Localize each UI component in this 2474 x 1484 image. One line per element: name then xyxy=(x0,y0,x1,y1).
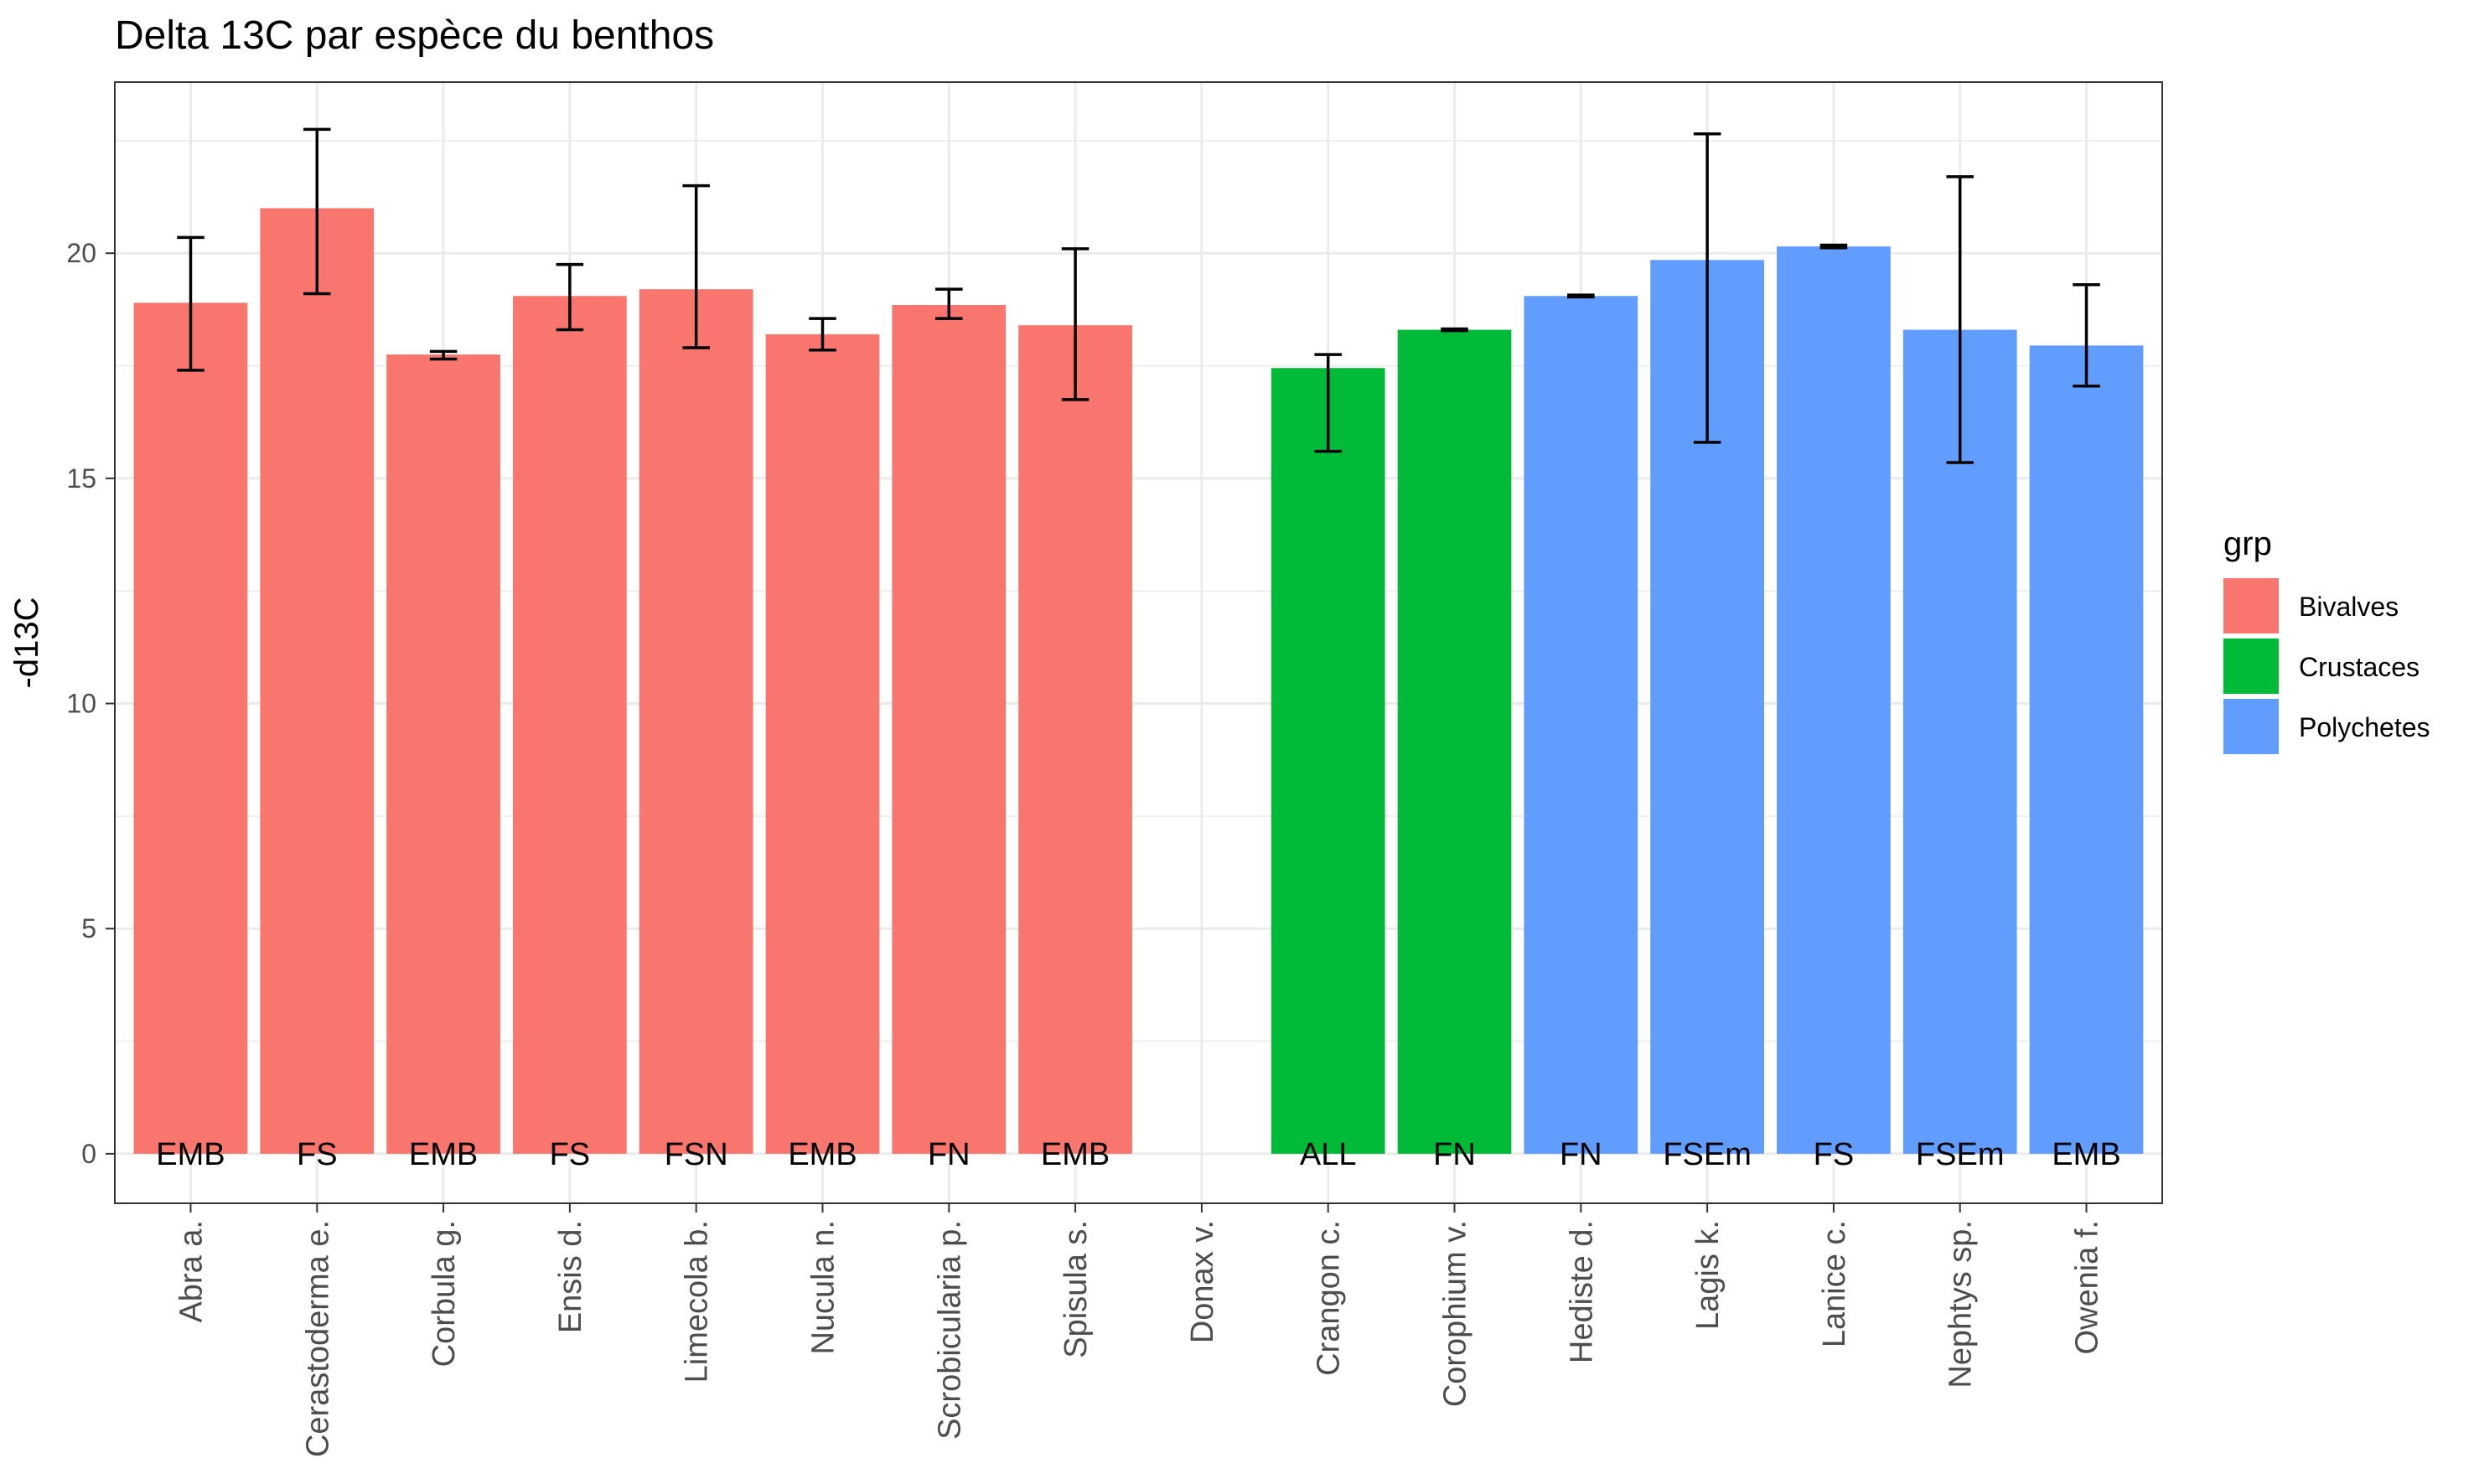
bar-value-label: FN xyxy=(1560,1137,1602,1172)
x-tick-label: Lanice c. xyxy=(1817,1220,1852,1347)
x-tick-label: Scrobicularia p. xyxy=(932,1220,967,1440)
bar xyxy=(1397,329,1512,1154)
error-bar xyxy=(809,317,836,352)
y-tick-label: 10 xyxy=(66,689,96,719)
error-bar xyxy=(1441,327,1468,333)
legend-swatch xyxy=(2223,578,2279,633)
bar-value-label: EMB xyxy=(2052,1137,2120,1172)
bar-value-label: EMB xyxy=(1041,1137,1110,1172)
x-tick-label: Nephtys sp. xyxy=(1943,1220,1979,1388)
error-bar xyxy=(2073,283,2100,388)
x-tick-label: Corbula g. xyxy=(427,1220,462,1367)
legend-item: Polychetes xyxy=(2223,699,2430,754)
legend-item: Bivalves xyxy=(2223,578,2399,633)
x-tick-label: Cerastoderma e. xyxy=(300,1220,335,1457)
y-tick-label: 5 xyxy=(81,913,96,944)
legend-item: Crustaces xyxy=(2223,639,2420,694)
error-bar xyxy=(1946,175,1975,464)
bar xyxy=(1777,246,1891,1154)
bar-value-label: FS xyxy=(297,1137,338,1172)
error-bar xyxy=(1693,132,1721,444)
bar xyxy=(1902,329,2017,1154)
bar-value-label: EMB xyxy=(156,1137,225,1172)
x-tick-label: Spisula s. xyxy=(1058,1220,1094,1358)
bar-labels: EMB FS EMB FS FSN EMB FN EMB ALL FN FN FSEm FS FSEm EM… xyxy=(156,1137,2120,1172)
error-bar xyxy=(1567,293,1595,299)
y-axis-title: -d13C xyxy=(8,597,45,689)
chart-title: Delta 13C par espèce du benthos xyxy=(115,13,714,58)
bar xyxy=(1271,368,1385,1154)
bar xyxy=(1018,325,1132,1154)
bar xyxy=(892,304,1007,1154)
x-tick-label: Crangon c. xyxy=(1312,1220,1347,1376)
y-axis-ticks: 0 5 10 15 20 xyxy=(66,238,115,1169)
y-tick-label: 0 xyxy=(81,1139,96,1169)
error-bar xyxy=(1314,353,1342,453)
bar-value-label: ALL xyxy=(1300,1137,1357,1172)
error-bar xyxy=(303,127,331,296)
x-tick-label: Limecola b. xyxy=(680,1220,715,1383)
error-bar xyxy=(1061,247,1089,401)
legend-label: Bivalves xyxy=(2299,592,2399,622)
bar xyxy=(260,208,375,1154)
error-bar xyxy=(177,235,204,372)
bar xyxy=(133,302,248,1154)
x-tick-label: Corophium v. xyxy=(1438,1220,1473,1407)
x-tick-label: Donax v. xyxy=(1185,1220,1220,1343)
bar-value-label: EMB xyxy=(788,1137,857,1172)
bar xyxy=(513,296,627,1154)
legend-swatch xyxy=(2223,699,2279,754)
x-tick-label: Ensis d. xyxy=(553,1220,588,1333)
error-bar xyxy=(429,349,458,361)
error-bars xyxy=(177,127,2100,464)
error-bar xyxy=(1819,243,1848,250)
bar xyxy=(386,354,500,1154)
bar-value-label: FS xyxy=(550,1137,591,1172)
bar xyxy=(2029,345,2144,1154)
bar-value-label: FSN xyxy=(665,1137,728,1172)
error-bar xyxy=(935,287,963,320)
legend-title: grp xyxy=(2223,525,2272,562)
x-tick-label: Abra a. xyxy=(173,1220,209,1323)
bar-value-label: FS xyxy=(1814,1137,1855,1172)
x-axis-ticks: Abra a. Cerastoderma e. Corbula g. Ensis d.… xyxy=(173,1203,2105,1457)
bar-value-label: FSEm xyxy=(1663,1137,1752,1172)
y-tick-label: 15 xyxy=(66,463,96,494)
bar-value-label: FSEm xyxy=(1916,1137,2005,1172)
error-bar xyxy=(556,262,584,332)
bars xyxy=(133,208,2144,1154)
bar xyxy=(1524,296,1638,1154)
bar-value-label: EMB xyxy=(409,1137,478,1172)
x-tick-label: Owenia f. xyxy=(2070,1220,2105,1355)
legend-swatch xyxy=(2223,639,2279,694)
error-bar xyxy=(682,184,710,349)
bar xyxy=(639,289,753,1154)
x-tick-label: Hediste d. xyxy=(1564,1220,1599,1363)
x-tick-label: Nucula n. xyxy=(805,1220,841,1355)
bar xyxy=(765,334,880,1154)
bar-value-label: FN xyxy=(928,1137,970,1172)
legend-label: Crustaces xyxy=(2299,652,2420,682)
legend-label: Polychetes xyxy=(2299,712,2430,742)
legend: grp Bivalves Crustaces Polychetes xyxy=(2223,525,2430,754)
plot-border xyxy=(114,81,2163,1204)
x-tick-label: Lagis k. xyxy=(1690,1220,1726,1330)
y-tick-label: 20 xyxy=(66,238,96,268)
bar-value-label: FN xyxy=(1433,1137,1476,1172)
